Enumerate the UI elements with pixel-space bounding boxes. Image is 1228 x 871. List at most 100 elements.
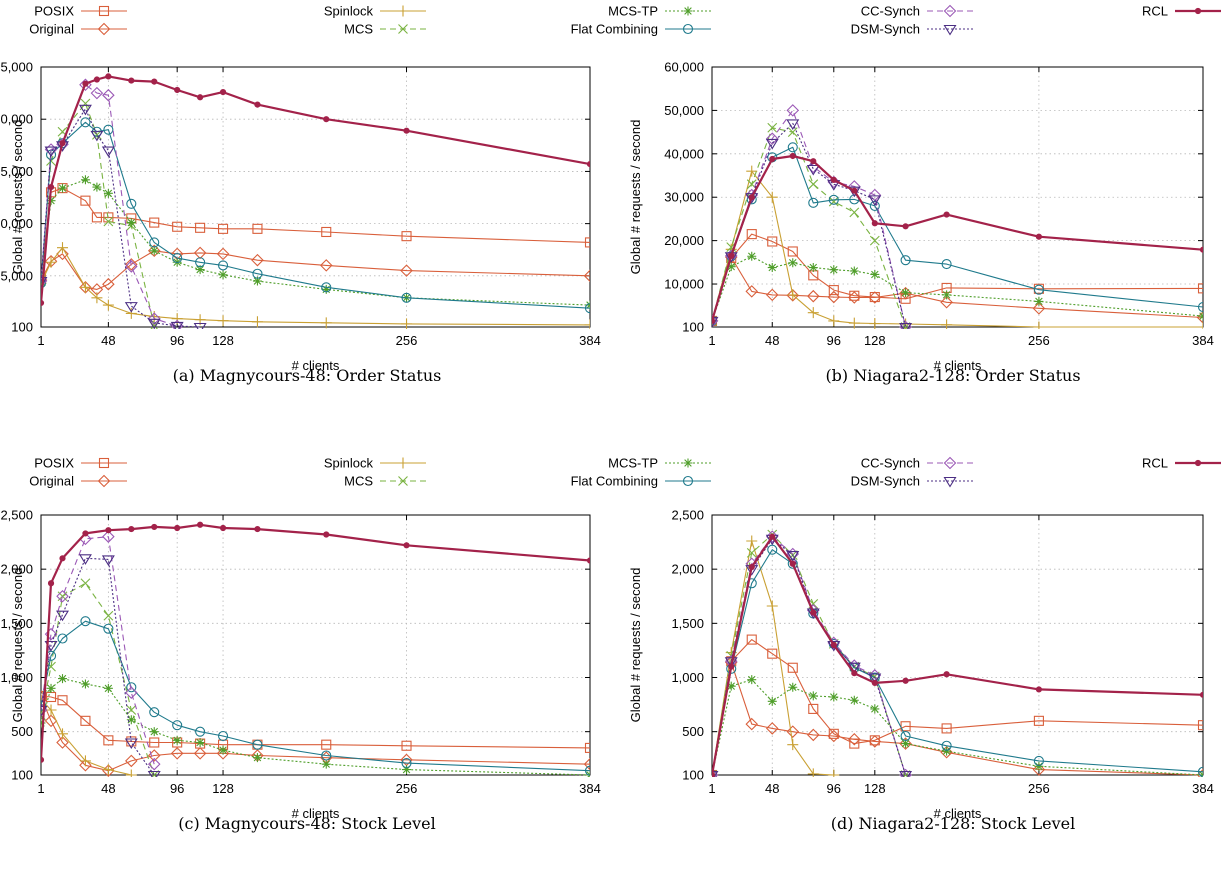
y-axis-label: Global # requests / second bbox=[10, 120, 25, 275]
data-point bbox=[828, 315, 840, 327]
data-point bbox=[808, 703, 819, 714]
data-point bbox=[746, 634, 757, 645]
data-point bbox=[1196, 768, 1203, 777]
data-point bbox=[724, 657, 738, 668]
data-point bbox=[807, 768, 819, 777]
data-point bbox=[808, 179, 819, 190]
data-point bbox=[80, 679, 90, 689]
legend-label: POSIX bbox=[34, 4, 74, 19]
legend-marker bbox=[1194, 7, 1202, 15]
data-point bbox=[848, 317, 860, 329]
data-point bbox=[868, 673, 882, 685]
x-tick-label: 128 bbox=[864, 333, 886, 348]
data-point bbox=[93, 76, 101, 83]
series-line bbox=[41, 698, 132, 776]
data-point bbox=[195, 726, 206, 737]
plot-frame bbox=[711, 514, 1204, 776]
legend-marker bbox=[943, 456, 957, 470]
legend-item-rcl: RCL bbox=[1142, 456, 1221, 471]
series-line bbox=[41, 247, 590, 326]
data-point bbox=[219, 88, 227, 96]
data-point bbox=[901, 739, 911, 749]
data-point bbox=[1034, 296, 1044, 306]
data-point bbox=[747, 251, 757, 261]
data-point bbox=[56, 736, 69, 749]
data-point bbox=[1198, 311, 1203, 321]
data-point bbox=[125, 769, 137, 777]
data-point bbox=[401, 318, 413, 329]
data-point bbox=[583, 269, 590, 283]
legend-item-cc-synch: CC-Synch bbox=[861, 4, 973, 19]
data-point bbox=[103, 610, 114, 621]
data-point bbox=[92, 182, 102, 192]
data-point bbox=[103, 683, 113, 693]
legend-item-mcs: MCS bbox=[344, 22, 426, 37]
data-point bbox=[103, 216, 114, 227]
data-point bbox=[766, 191, 778, 203]
legend-label: MCS bbox=[344, 22, 373, 37]
data-point bbox=[828, 196, 839, 207]
data-point bbox=[943, 211, 950, 218]
legend-label: Original bbox=[29, 474, 74, 489]
data-point bbox=[786, 547, 800, 561]
data-point bbox=[105, 527, 112, 534]
legend-label: CC-Synch bbox=[861, 4, 920, 19]
x-tick-label: 1 bbox=[708, 781, 715, 796]
data-point bbox=[57, 728, 69, 740]
data-point bbox=[827, 290, 841, 304]
y-tick-label: 40,000 bbox=[664, 146, 704, 161]
series-line bbox=[41, 620, 590, 772]
data-point bbox=[80, 616, 91, 627]
y-tick-label: 100 bbox=[682, 768, 704, 783]
data-point bbox=[126, 218, 136, 228]
data-point bbox=[78, 554, 92, 565]
x-tick-label: 96 bbox=[170, 333, 184, 348]
data-point bbox=[586, 161, 590, 168]
data-point bbox=[786, 289, 800, 302]
series-dsm-synch bbox=[712, 534, 913, 777]
data-point bbox=[46, 683, 56, 693]
data-point bbox=[899, 770, 913, 777]
legend-label: Original bbox=[29, 22, 74, 37]
legend-marker bbox=[398, 24, 408, 34]
x-axis-label: # clients bbox=[292, 358, 340, 373]
data-point bbox=[586, 557, 590, 564]
series-line bbox=[712, 256, 1203, 322]
legend-marker bbox=[97, 22, 111, 36]
data-point bbox=[124, 302, 138, 313]
data-point bbox=[401, 758, 412, 769]
chart-a: 1 48 96 128 256 384 100 5,000 10,000 15,000 20,000… bbox=[0, 60, 601, 386]
data-point bbox=[787, 127, 798, 137]
legend-marker bbox=[943, 476, 957, 488]
data-point bbox=[584, 237, 590, 248]
data-point bbox=[91, 292, 103, 304]
data-point bbox=[900, 255, 911, 266]
data-point bbox=[218, 745, 228, 755]
data-point bbox=[216, 747, 230, 760]
data-point bbox=[125, 754, 138, 768]
data-point bbox=[942, 290, 952, 300]
data-point bbox=[403, 127, 410, 134]
data-point bbox=[172, 253, 183, 264]
data-point bbox=[767, 236, 778, 247]
data-point bbox=[810, 609, 817, 616]
series-flat-combining bbox=[712, 544, 1203, 777]
series-posix bbox=[41, 690, 590, 753]
series-cc-synch bbox=[712, 530, 912, 777]
data-point bbox=[808, 263, 818, 273]
data-point bbox=[59, 140, 66, 147]
legend-marker bbox=[97, 474, 111, 488]
data-point bbox=[147, 244, 161, 258]
data-point bbox=[899, 320, 912, 329]
data-point bbox=[218, 270, 228, 280]
data-point bbox=[254, 525, 261, 533]
y-tick-label: 2,000 bbox=[671, 562, 704, 577]
y-tick-label: 100 bbox=[11, 768, 33, 783]
data-point bbox=[746, 229, 757, 240]
y-tick-label: 1,000 bbox=[0, 670, 33, 685]
data-point bbox=[126, 705, 137, 715]
chart-d: 1 48 96 128 256 384 100 500 1,000 1,500 2,000 2,500… bbox=[628, 508, 1214, 834]
data-point bbox=[767, 696, 777, 706]
data-point bbox=[829, 265, 839, 275]
data-point bbox=[195, 222, 206, 233]
